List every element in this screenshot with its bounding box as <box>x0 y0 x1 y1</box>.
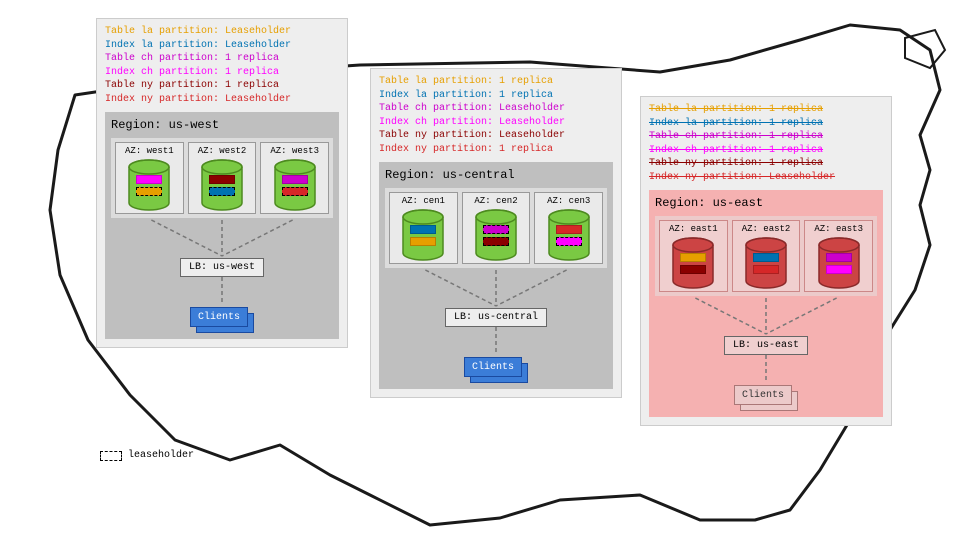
partition-list: Table la partition: 1 replicaIndex la pa… <box>649 103 883 184</box>
clients-link: Clients <box>111 277 333 333</box>
replica-slot <box>753 253 779 262</box>
availability-zone: AZ: east2 <box>732 220 801 292</box>
partition-line: Table ny partition: 1 replica <box>649 157 883 171</box>
az-row: AZ: cen1 AZ: cen2 AZ: cen3 <box>385 188 607 268</box>
availability-zone: AZ: east3 <box>804 220 873 292</box>
replica-slot-leaseholder <box>209 187 235 196</box>
partition-line: Index ch partition: 1 replica <box>649 144 883 158</box>
legend-label: leaseholder <box>128 450 194 461</box>
partition-line: Index ch partition: Leaseholder <box>379 116 613 130</box>
database-icon <box>744 237 788 289</box>
partition-line: Table ch partition: 1 replica <box>105 52 339 66</box>
az-label: AZ: west2 <box>198 146 247 156</box>
region-card-west: Table la partition: LeaseholderIndex la … <box>96 18 348 348</box>
partition-line: Index la partition: Leaseholder <box>105 39 339 53</box>
replica-slot <box>209 175 235 184</box>
partition-line: Index ny partition: Leaseholder <box>649 171 883 185</box>
load-balancer: LB: us-west <box>180 258 264 277</box>
clients-stack: Clients <box>190 307 254 333</box>
az-label: AZ: west1 <box>125 146 174 156</box>
replica-slot <box>680 253 706 262</box>
region-title: Region: us-east <box>655 196 877 210</box>
replica-slot <box>136 175 162 184</box>
replica-slot-leaseholder <box>483 225 509 234</box>
partition-line: Table la partition: 1 replica <box>649 103 883 117</box>
az-label: AZ: east3 <box>814 224 863 234</box>
az-row: AZ: west1 AZ: west2 AZ: west3 <box>111 138 333 218</box>
lb-links: LB: us-west <box>111 218 333 277</box>
partition-line: Index ch partition: 1 replica <box>105 66 339 80</box>
partition-line: Table ny partition: 1 replica <box>105 79 339 93</box>
load-balancer: LB: us-central <box>445 308 547 327</box>
replica-slot <box>410 237 436 246</box>
partition-line: Table ny partition: Leaseholder <box>379 129 613 143</box>
region-body: Region: us-central AZ: cen1 AZ: cen2 AZ: … <box>379 162 613 389</box>
database-icon <box>200 159 244 211</box>
legend: leaseholder <box>100 450 194 461</box>
partition-list: Table la partition: LeaseholderIndex la … <box>105 25 339 106</box>
partition-list: Table la partition: 1 replicaIndex la pa… <box>379 75 613 156</box>
availability-zone: AZ: cen1 <box>389 192 458 264</box>
availability-zone: AZ: west1 <box>115 142 184 214</box>
clients-link: Clients <box>655 355 877 411</box>
region-body: Region: us-east AZ: east1 AZ: east2 AZ: e… <box>649 190 883 417</box>
clients-link: Clients <box>385 327 607 383</box>
replica-slot <box>556 225 582 234</box>
partition-line: Table la partition: 1 replica <box>379 75 613 89</box>
partition-line: Table la partition: Leaseholder <box>105 25 339 39</box>
database-icon <box>671 237 715 289</box>
region-body: Region: us-west AZ: west1 AZ: west2 AZ: w… <box>105 112 339 339</box>
az-label: AZ: cen1 <box>402 196 445 206</box>
region-card-central: Table la partition: 1 replicaIndex la pa… <box>370 68 622 398</box>
partition-line: Index la partition: 1 replica <box>379 89 613 103</box>
database-icon <box>273 159 317 211</box>
partition-line: Index la partition: 1 replica <box>649 117 883 131</box>
replica-slot <box>680 265 706 274</box>
replica-slot <box>826 253 852 262</box>
database-icon <box>401 209 445 261</box>
load-balancer: LB: us-east <box>724 336 808 355</box>
replica-slot <box>282 175 308 184</box>
clients-stack: Clients <box>464 357 528 383</box>
lb-links: LB: us-central <box>385 268 607 327</box>
clients-box: Clients <box>464 357 522 377</box>
replica-slot-leaseholder <box>136 187 162 196</box>
region-title: Region: us-west <box>111 118 333 132</box>
clients-box: Clients <box>734 385 792 405</box>
replica-slot <box>826 265 852 274</box>
region-card-east: Table la partition: 1 replicaIndex la pa… <box>640 96 892 426</box>
partition-line: Table ch partition: Leaseholder <box>379 102 613 116</box>
az-row: AZ: east1 AZ: east2 AZ: east3 <box>655 216 877 296</box>
replica-slot-leaseholder <box>282 187 308 196</box>
availability-zone: AZ: west2 <box>188 142 257 214</box>
availability-zone: AZ: cen2 <box>462 192 531 264</box>
database-icon <box>474 209 518 261</box>
availability-zone: AZ: cen3 <box>534 192 603 264</box>
database-icon <box>817 237 861 289</box>
database-icon <box>547 209 591 261</box>
replica-slot <box>410 225 436 234</box>
region-title: Region: us-central <box>385 168 607 182</box>
lb-links: LB: us-east <box>655 296 877 355</box>
partition-line: Table ch partition: 1 replica <box>649 130 883 144</box>
availability-zone: AZ: east1 <box>659 220 728 292</box>
partition-line: Index ny partition: 1 replica <box>379 143 613 157</box>
partition-line: Index ny partition: Leaseholder <box>105 93 339 107</box>
az-label: AZ: cen3 <box>547 196 590 206</box>
replica-slot <box>753 265 779 274</box>
az-label: AZ: west3 <box>270 146 319 156</box>
az-label: AZ: cen2 <box>474 196 517 206</box>
clients-box: Clients <box>190 307 248 327</box>
az-label: AZ: east2 <box>742 224 791 234</box>
az-label: AZ: east1 <box>669 224 718 234</box>
legend-swatch-leaseholder <box>100 451 122 461</box>
availability-zone: AZ: west3 <box>260 142 329 214</box>
replica-slot-leaseholder <box>556 237 582 246</box>
clients-stack: Clients <box>734 385 798 411</box>
replica-slot-leaseholder <box>483 237 509 246</box>
database-icon <box>127 159 171 211</box>
